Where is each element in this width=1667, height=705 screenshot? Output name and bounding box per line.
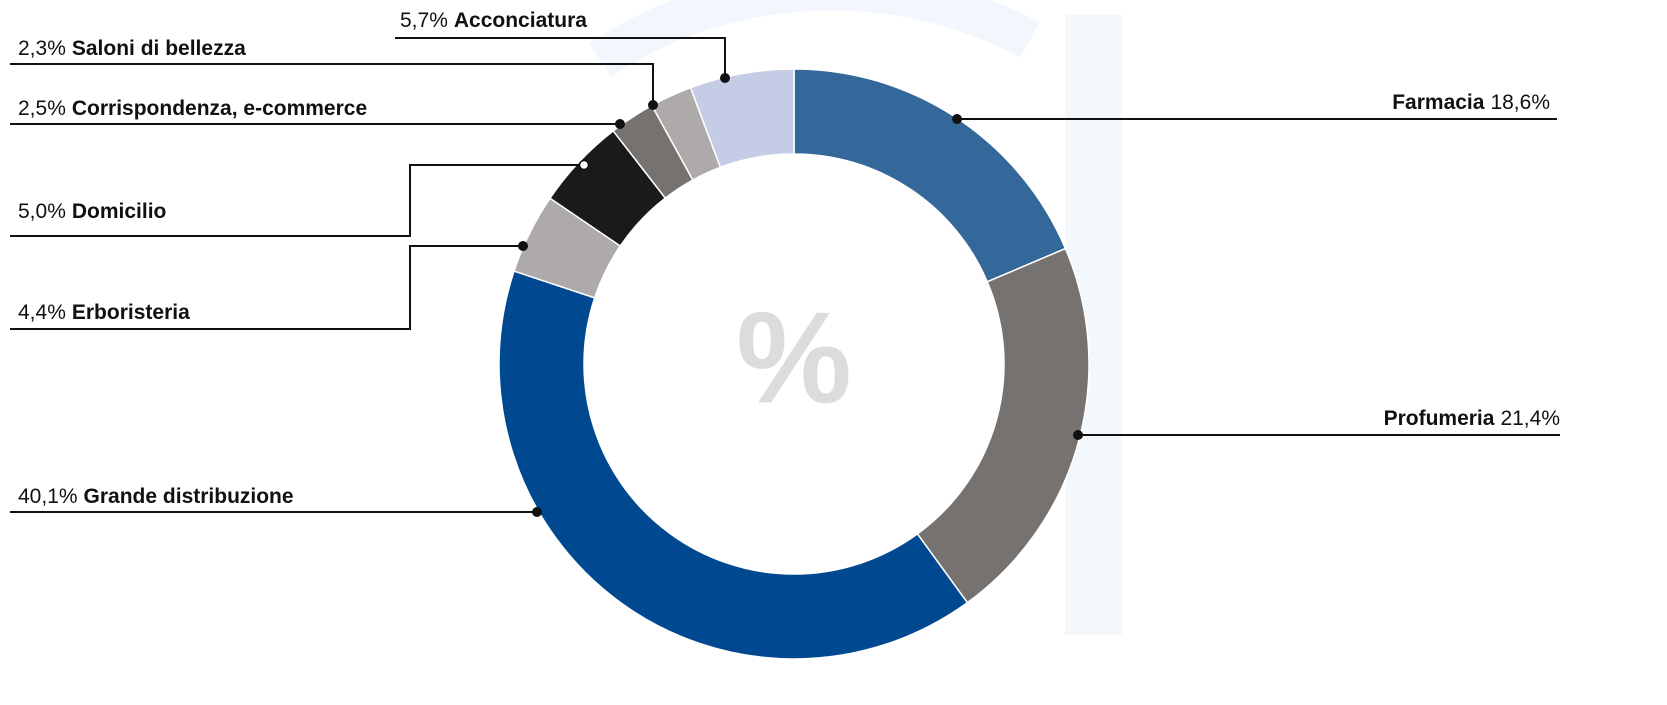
leader-dot [648, 100, 658, 110]
category-name: Profumeria [1384, 407, 1495, 430]
value-label: 5,0% [18, 200, 66, 223]
value-label: 40,1% [18, 485, 78, 508]
leader-line [10, 63, 654, 105]
watermark-arc [588, 0, 1040, 77]
category-name: Grande distribuzione [84, 485, 294, 508]
slice-label: 2,3% Saloni di bellezza [18, 37, 246, 60]
donut-slice [793, 68, 1067, 283]
value-label: 2,5% [18, 97, 66, 120]
value-label: 18,6% [1490, 91, 1550, 114]
value-label: 21,4% [1500, 407, 1560, 430]
donut-slice [916, 247, 1090, 604]
leader-dot [578, 159, 590, 171]
leader-dot [518, 241, 528, 251]
slice-label: 40,1% Grande distribuzione [18, 485, 294, 508]
slice-label: 5,7% Acconciatura [400, 9, 587, 32]
leader-line [10, 245, 523, 330]
category-name: Corrispondenza, e-commerce [72, 97, 367, 120]
value-label: 2,3% [18, 37, 66, 60]
leader-dot [720, 73, 730, 83]
category-name: Saloni di bellezza [72, 37, 246, 60]
donut-slice [498, 270, 969, 660]
leader-dot [952, 114, 962, 124]
leader-dot [1073, 430, 1083, 440]
leader-dot [615, 119, 625, 129]
leader-line [395, 37, 726, 78]
value-label: 5,7% [400, 9, 448, 32]
slice-label: 4,4% Erboristeria [18, 301, 190, 324]
slice-label: 2,5% Corrispondenza, e-commerce [18, 97, 367, 120]
leader-dot [532, 507, 542, 517]
slice-label: 5,0% Domicilio [18, 200, 166, 223]
slices [498, 68, 1090, 660]
category-name: Farmacia [1392, 91, 1485, 114]
center-label: % [736, 284, 852, 430]
value-label: 4,4% [18, 301, 66, 324]
category-name: Erboristeria [72, 301, 190, 324]
category-name: Acconciatura [454, 9, 587, 32]
labels: Farmacia 18,6% Profumeria 21,4% 40,1% Grande … [10, 9, 1560, 517]
category-name: Domicilio [72, 200, 167, 223]
slice-label: Profumeria 21,4% [1384, 407, 1560, 430]
slice-label: Farmacia 18,6% [1392, 91, 1550, 114]
leader-line [10, 164, 584, 237]
